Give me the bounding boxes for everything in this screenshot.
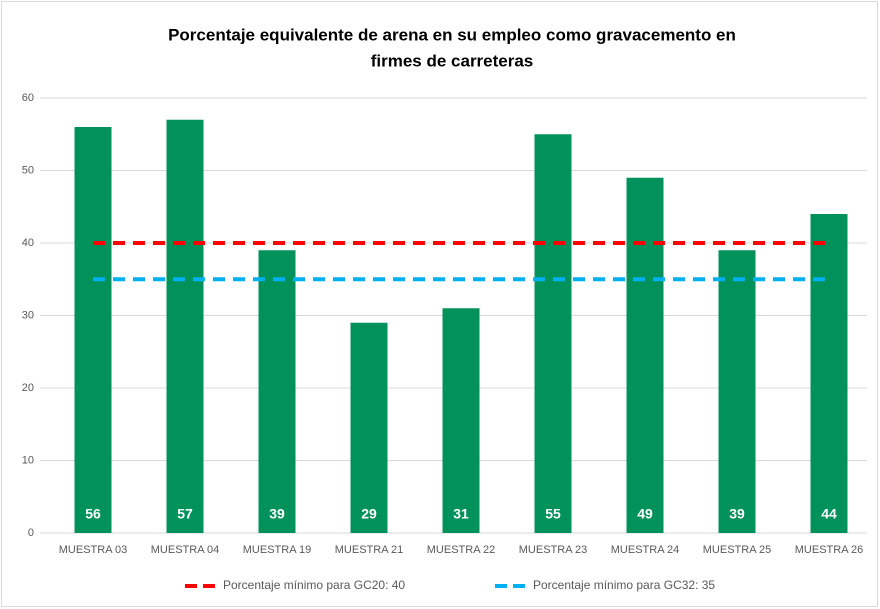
data-label: 29 [361, 506, 377, 522]
bar [810, 214, 848, 533]
x-tick-label: MUESTRA 19 [243, 544, 311, 556]
bar [166, 119, 204, 533]
data-label: 57 [177, 506, 193, 522]
y-tick-label: 60 [22, 92, 34, 104]
bar [718, 250, 756, 533]
x-tick-label: MUESTRA 24 [611, 544, 679, 556]
x-tick-label: MUESTRA 04 [151, 544, 219, 556]
y-tick-label: 50 [22, 164, 34, 176]
bar [442, 308, 480, 533]
x-tick-label: MUESTRA 03 [59, 544, 127, 556]
bar [534, 134, 572, 533]
legend-label: Porcentaje mínimo para GC32: 35 [533, 578, 715, 592]
bar [626, 177, 664, 533]
x-tick-label: MUESTRA 23 [519, 544, 587, 556]
x-tick-label: MUESTRA 21 [335, 544, 403, 556]
y-tick-label: 0 [28, 527, 34, 539]
data-label: 39 [269, 506, 285, 522]
data-label: 39 [729, 506, 745, 522]
y-tick-label: 30 [22, 309, 34, 321]
data-label: 31 [453, 506, 469, 522]
y-tick-label: 10 [22, 454, 34, 466]
x-tick-label: MUESTRA 22 [427, 544, 495, 556]
chart-title: firmes de carreteras [371, 51, 534, 70]
y-tick-label: 40 [22, 237, 34, 249]
x-tick-label: MUESTRA 26 [795, 544, 863, 556]
bar [74, 127, 112, 533]
data-label: 49 [637, 506, 653, 522]
y-tick-label: 20 [22, 382, 34, 394]
data-label: 55 [545, 506, 561, 522]
x-tick-label: MUESTRA 25 [703, 544, 771, 556]
data-label: 56 [85, 506, 101, 522]
data-label: 44 [821, 506, 837, 522]
chart-title: Porcentaje equivalente de arena en su em… [168, 25, 736, 44]
bar [350, 322, 388, 533]
bar [258, 250, 296, 533]
legend-label: Porcentaje mínimo para GC20: 40 [223, 578, 405, 592]
